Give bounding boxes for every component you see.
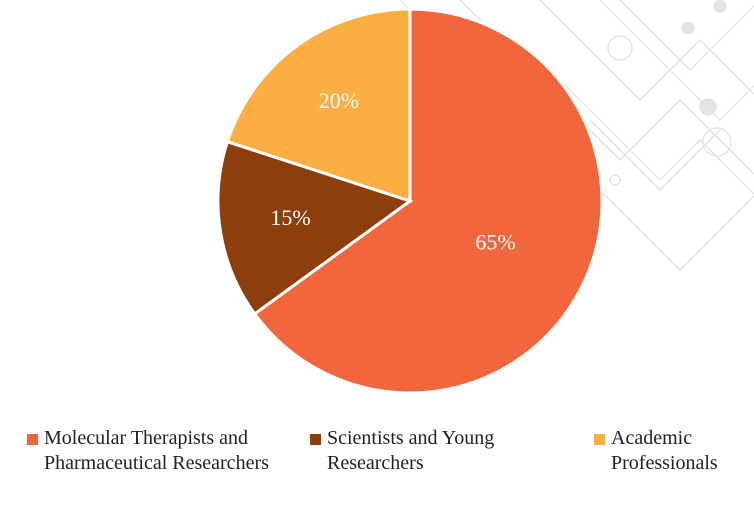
slice-label: 65%	[475, 230, 515, 255]
legend-label: Scientists and Young Researchers	[327, 426, 557, 476]
slice-label: 15%	[270, 205, 310, 230]
legend-label: Molecular Therapists and Pharmaceutical …	[44, 426, 284, 476]
legend-item: Scientists and Young Researchers	[327, 426, 557, 476]
legend-swatch	[310, 434, 321, 445]
legend: Molecular Therapists and Pharmaceutical …	[0, 426, 754, 515]
chart: 65% 15% 20%	[0, 0, 754, 420]
legend-swatch	[594, 434, 605, 445]
legend-item: Academic Professionals	[611, 426, 754, 476]
page: 65% 15% 20% Molecular Therapists and Pharm…	[0, 0, 754, 515]
legend-label: Academic Professionals	[611, 426, 754, 476]
slice-label: 20%	[319, 88, 359, 113]
legend-item: Molecular Therapists and Pharmaceutical …	[44, 426, 284, 476]
legend-swatch	[27, 434, 38, 445]
